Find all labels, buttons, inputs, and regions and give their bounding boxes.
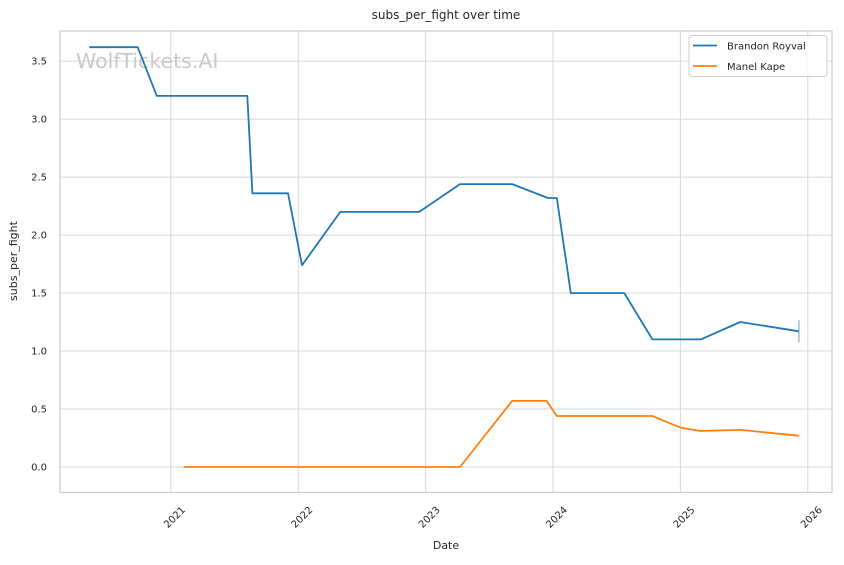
gridlines	[60, 31, 832, 493]
x-tick-labels: 2021 2022 2023 2024 2025 2026	[162, 505, 825, 531]
y-tick-label: 1.0	[31, 347, 47, 358]
y-tick-label: 1.5	[31, 289, 47, 300]
series-lines	[89, 46, 800, 468]
watermark: WolfTickets.AI	[76, 49, 218, 73]
y-tick-label: 0.5	[31, 405, 47, 416]
chart-title: subs_per_fight over time	[372, 8, 521, 22]
legend-label-brandon-royval: Brandon Royval	[727, 42, 806, 53]
y-axis-label: subs_per_fight	[7, 220, 20, 301]
series-line-manel-kape	[183, 399, 799, 468]
x-axis-label: Date	[433, 539, 460, 552]
y-tick-label: 3.0	[31, 115, 47, 126]
y-tick-label: 0.0	[31, 462, 47, 473]
y-tick-label: 3.5	[31, 57, 47, 68]
x-tick-label: 2024	[544, 505, 570, 531]
x-tick-label: 2021	[162, 505, 188, 531]
legend: Brandon Royval Manel Kape	[688, 35, 828, 77]
y-tick-label: 2.5	[31, 173, 47, 184]
legend-label-manel-kape: Manel Kape	[727, 62, 785, 73]
series-line-brandon-royval	[89, 46, 800, 341]
y-tick-labels: 0.0 0.5 1.0 1.5 2.0 2.5 3.0 3.5	[31, 57, 47, 474]
x-tick-label: 2022	[290, 505, 316, 531]
x-tick-label: 2026	[799, 505, 825, 531]
x-tick-label: 2023	[417, 505, 443, 531]
plot-border	[59, 30, 833, 494]
legend-box	[688, 35, 828, 77]
x-tick-label: 2025	[672, 505, 698, 531]
y-tick-label: 2.0	[31, 231, 47, 242]
